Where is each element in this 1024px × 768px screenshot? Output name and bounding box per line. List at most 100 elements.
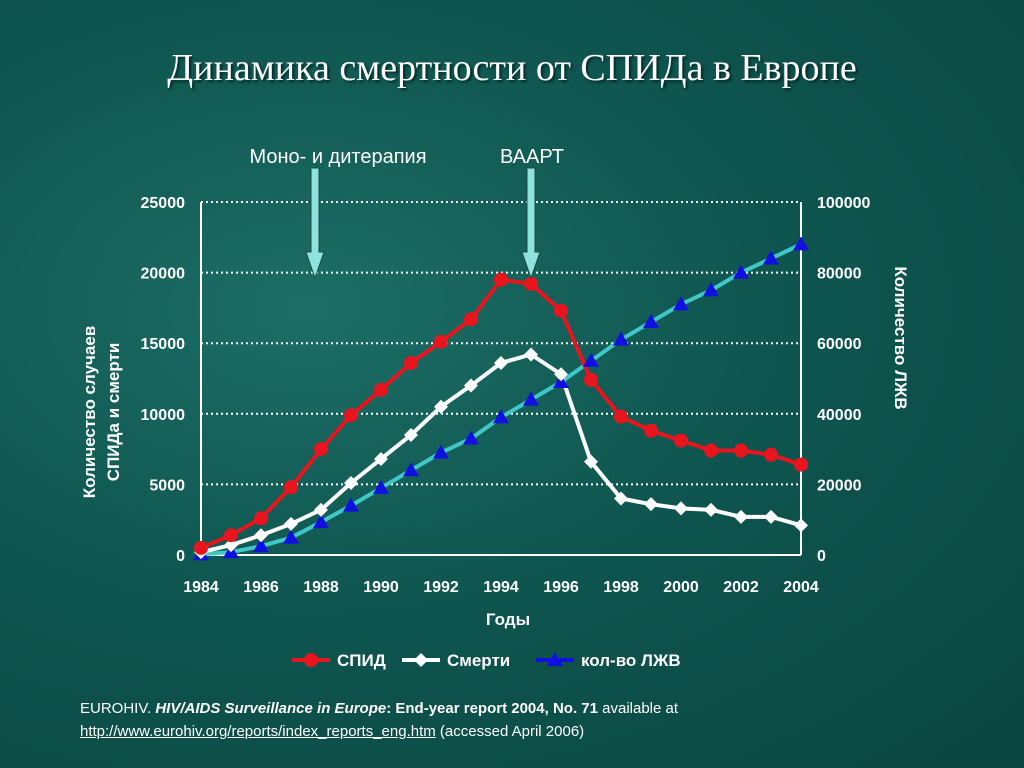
marker-deaths (254, 528, 268, 543)
annotation-mono-therapy: Моно- и дитерапия (249, 146, 426, 168)
marker-aids (374, 382, 388, 397)
marker-deaths (764, 509, 778, 524)
marker-deaths (734, 509, 748, 524)
marker-plhiv (523, 391, 539, 406)
marker-plhiv (343, 497, 359, 512)
y-tick-label-left: 5000 (149, 477, 185, 494)
x-tick-label: 1998 (603, 579, 639, 596)
y-axis-label-left: Количество случаев СПИДа и смерти (80, 326, 123, 499)
marker-deaths (284, 516, 298, 531)
marker-plhiv (733, 264, 749, 279)
legend-marker-aids (304, 653, 318, 667)
marker-deaths (494, 355, 508, 370)
marker-aids (314, 442, 328, 457)
marker-deaths (554, 367, 568, 382)
marker-deaths (644, 497, 658, 512)
marker-aids (704, 443, 718, 458)
marker-plhiv (673, 296, 689, 311)
marker-plhiv (583, 352, 599, 367)
y-tick-label-left: 10000 (141, 407, 186, 424)
marker-deaths (524, 347, 538, 362)
y-tick-label-right: 100000 (817, 195, 870, 212)
marker-aids (194, 540, 208, 555)
marker-deaths (614, 491, 628, 506)
y-tick-label-right: 80000 (817, 266, 862, 283)
source-accessed: (accessed April 2006) (439, 723, 585, 740)
x-axis-label: Годы (486, 610, 530, 629)
y-tick-label-left: 0 (176, 548, 185, 565)
marker-plhiv (793, 236, 809, 251)
marker-aids (734, 443, 748, 458)
x-tick-label: 1996 (543, 579, 579, 596)
x-tick-label: 2004 (783, 579, 819, 596)
source-link[interactable]: http://www.eurohiv.org/reports/index_rep… (80, 723, 436, 740)
marker-aids (794, 457, 808, 472)
marker-aids (254, 511, 268, 526)
source-title: HIV/AIDS Surveillance in Europe (155, 700, 387, 717)
marker-deaths (464, 378, 478, 393)
marker-deaths (404, 427, 418, 442)
marker-aids (224, 528, 238, 543)
marker-deaths (224, 538, 238, 553)
arrow-mono-therapy (305, 167, 325, 280)
y-axis-label-right: Количество ЛЖВ (891, 266, 910, 409)
legend-marker-deaths (414, 653, 428, 667)
source-subtitle: : End-year report 2004, No. 71 (386, 700, 598, 717)
marker-deaths (794, 518, 808, 533)
x-tick-label: 1988 (303, 579, 339, 596)
marker-aids (464, 312, 478, 327)
marker-deaths (584, 454, 598, 469)
marker-deaths (374, 451, 388, 466)
x-tick-label: 1994 (483, 579, 519, 596)
marker-plhiv (763, 250, 779, 265)
x-tick-label: 1984 (183, 579, 219, 596)
annotation-haart: ВААРТ (500, 146, 564, 168)
marker-deaths (344, 475, 358, 490)
legend-label-aids: СПИД (337, 651, 386, 670)
y-tick-label-left: 20000 (141, 266, 186, 283)
marker-aids (434, 334, 448, 349)
marker-plhiv (253, 538, 269, 553)
legend-label-deaths: Смерти (447, 651, 510, 670)
marker-aids (614, 409, 628, 424)
x-tick-label: 1992 (423, 579, 459, 596)
source-note: EUROHIV. HIV/AIDS Surveillance in Europe… (80, 697, 678, 743)
marker-aids (344, 408, 358, 423)
y-tick-label-left: 25000 (141, 195, 186, 212)
marker-plhiv (613, 331, 629, 346)
arrow-haart (521, 167, 541, 280)
y-tick-label-right: 20000 (817, 477, 862, 494)
marker-aids (284, 480, 298, 495)
marker-deaths (674, 501, 688, 516)
marker-plhiv (703, 282, 719, 297)
marker-aids (404, 355, 418, 370)
x-tick-label: 2000 (663, 579, 699, 596)
page-title: Динамика смертности от СПИДа в Европе (167, 47, 857, 89)
marker-plhiv (433, 444, 449, 459)
y-tick-label-left: 15000 (141, 336, 186, 353)
marker-plhiv (283, 529, 299, 544)
marker-aids (584, 372, 598, 387)
marker-deaths (704, 502, 718, 517)
marker-aids (554, 303, 568, 318)
source-org: EUROHIV. (80, 700, 152, 717)
legend-marker-plhiv (547, 652, 563, 666)
marker-plhiv (493, 409, 509, 424)
x-tick-label: 1986 (243, 579, 279, 596)
marker-aids (494, 272, 508, 287)
legend-label-plhiv: кол-во ЛЖВ (581, 651, 681, 670)
marker-aids (524, 276, 538, 291)
marker-aids (764, 447, 778, 462)
marker-aids (674, 433, 688, 448)
source-available: available at (602, 700, 679, 717)
marker-aids (644, 423, 658, 438)
marker-deaths (314, 502, 328, 517)
x-tick-label: 2002 (723, 579, 759, 596)
marker-plhiv (463, 430, 479, 445)
marker-plhiv (643, 314, 659, 329)
y-tick-label-right: 40000 (817, 407, 862, 424)
marker-plhiv (373, 479, 389, 494)
marker-deaths (434, 399, 448, 414)
marker-plhiv (313, 514, 329, 529)
